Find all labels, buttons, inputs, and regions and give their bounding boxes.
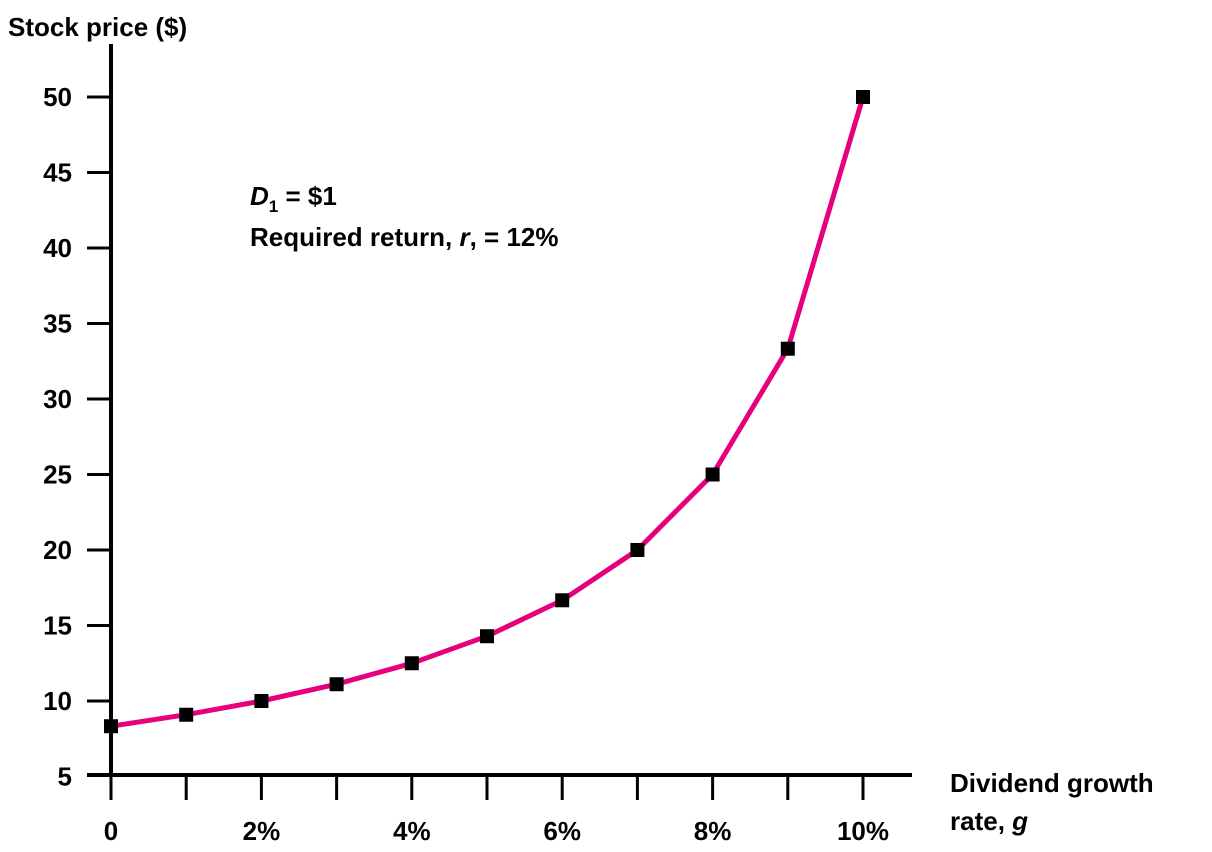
data-point [555,593,570,608]
annotation-req-suffix: , = 12% [470,222,559,252]
y-tick-label: 10 [43,686,72,716]
x-ticks: 0 2% 4% 6% 8% 10% [104,775,889,846]
annotation-d-var: D [250,181,269,211]
axes [87,44,912,777]
y-axis-label: Stock price ($) [8,12,187,42]
x-tick-label: 8% [694,816,732,846]
y-tick-label: 50 [43,82,72,112]
data-point [404,656,419,671]
data-point [856,90,870,104]
data-point [179,707,194,722]
data-point [480,629,494,644]
annotation-req-prefix: Required return, [250,222,459,252]
x-tick-label: 4% [393,816,431,846]
x-tick-label: 10% [837,816,889,846]
x-tick-label: 0 [104,816,118,846]
annotation-d-sub: 1 [269,197,278,216]
y-ticks: 5 10 15 20 25 30 35 40 45 50 [43,82,111,792]
y-tick-label: 20 [43,535,72,565]
data-point [254,694,269,708]
x-axis-label-text: rate, [950,806,1012,836]
data-point [705,467,720,482]
y-tick-label: 15 [43,611,72,641]
y-tick-label: 25 [43,460,72,490]
x-tick-label: 2% [243,816,281,846]
annotation-required-return: Required return, r, = 12% [250,222,559,252]
x-axis-label-var: g [1011,806,1028,836]
y-tick-label: 30 [43,384,72,414]
x-tick-label: 6% [543,816,581,846]
y-tick-label: 5 [58,762,72,792]
y-tick-label: 40 [43,233,72,263]
annotation-dividend: D1 = $1 [250,181,337,216]
x-axis-label-line1: Dividend growth [950,768,1154,798]
annotation-req-var: r [459,222,471,252]
annotation-d-rest: = $1 [278,181,337,211]
data-point [780,341,795,356]
data-point [329,677,344,692]
data-point [104,719,118,734]
y-tick-label: 45 [43,158,72,188]
x-axis-label-line2: rate, g [950,806,1028,836]
data-point [630,543,645,557]
y-tick-label: 35 [43,309,72,339]
plot-area [104,90,870,734]
